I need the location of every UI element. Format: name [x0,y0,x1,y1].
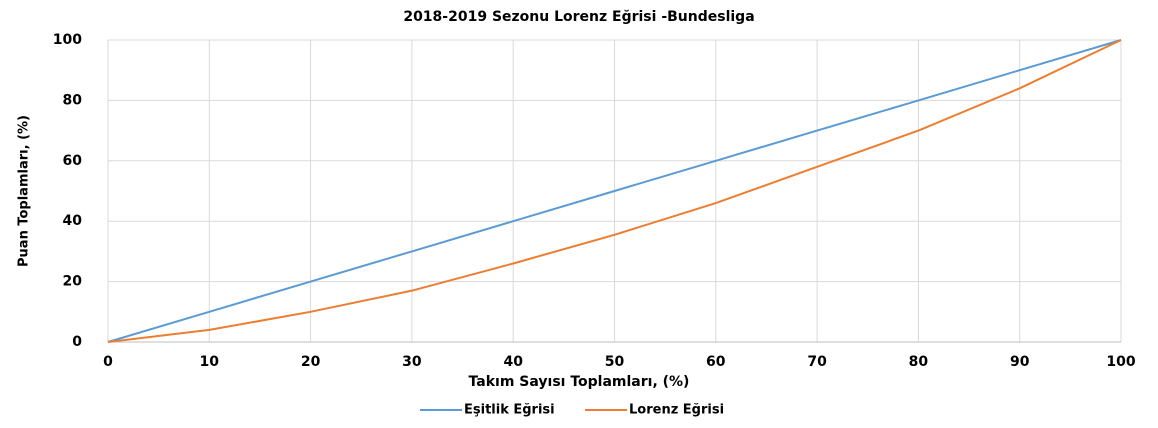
x-tick-label: 10 [200,354,220,370]
x-axis-label: Takım Sayısı Toplamları, (%) [469,374,690,390]
series-line [107,39,1122,343]
y-tick-label: 100 [53,32,82,48]
y-tick-label: 0 [72,334,82,350]
y-tick-label: 80 [63,92,83,108]
y-tick-label: 60 [63,153,83,169]
x-tick-label: 30 [402,354,422,370]
x-tick-label: 60 [706,354,726,370]
chart-title: 2018-2019 Sezonu Lorenz Eğrisi -Bundesli… [403,9,754,25]
y-tick-label: 20 [63,274,83,290]
series-line [107,39,1122,343]
legend-label: Eşitlik Eğrisi [464,403,555,418]
x-tick-label: 40 [503,354,523,370]
x-tick-label: 50 [605,354,625,370]
x-tick-label: 90 [1010,354,1030,370]
x-tick-label: 100 [1106,354,1135,370]
legend-label: Lorenz Eğrisi [629,403,724,418]
x-tick-label: 20 [301,354,321,370]
x-tick-label: 80 [909,354,929,370]
y-axis-label: Puan Toplamları, (%) [17,115,32,267]
y-tick-label: 40 [63,213,83,229]
x-tick-label: 70 [807,354,827,370]
x-tick-label: 0 [103,354,113,370]
